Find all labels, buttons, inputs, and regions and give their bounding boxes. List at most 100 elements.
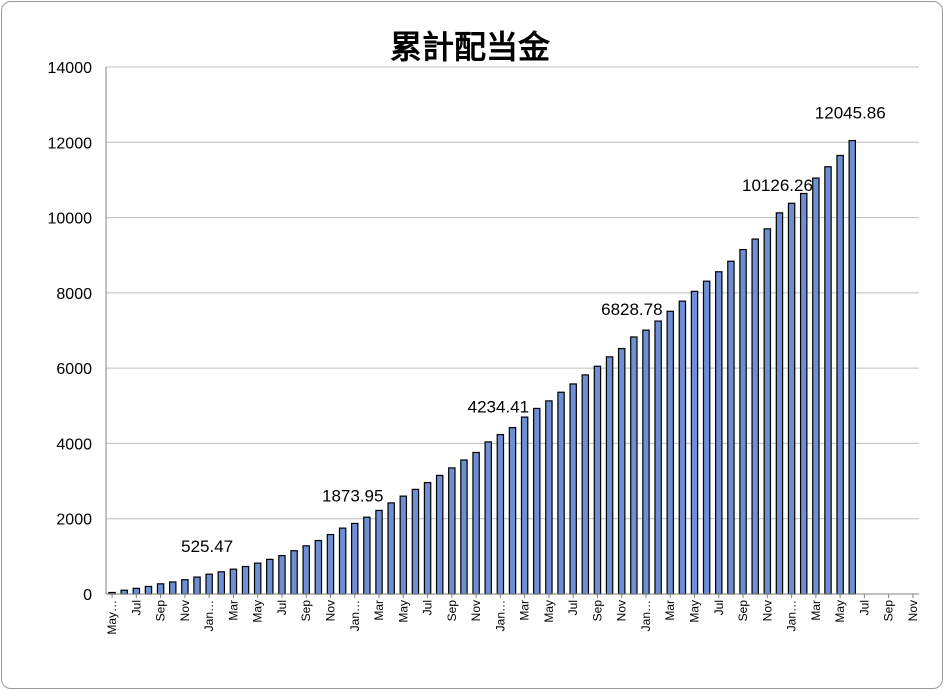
bar [605, 356, 614, 595]
x-tick-label: Nov [760, 600, 774, 621]
y-tick-label: 0 [83, 587, 92, 604]
y-tick-label: 8000 [56, 286, 92, 303]
bar [266, 558, 274, 595]
x-tick-label: Jan… [493, 600, 507, 631]
x-tick-label: Nov [178, 600, 192, 621]
x-tick-label: Sep [882, 600, 896, 622]
x-tick-label: May [396, 600, 410, 623]
bar [278, 555, 286, 595]
bar [654, 320, 662, 595]
bar [326, 533, 335, 595]
bar [569, 383, 577, 595]
x-tick-label: Sep [299, 600, 313, 622]
bar [727, 260, 735, 595]
bar [787, 202, 796, 595]
bar [763, 228, 772, 595]
bar [350, 522, 359, 595]
bar [387, 502, 395, 595]
y-tick-label: 2000 [56, 512, 92, 529]
bar [848, 139, 857, 595]
x-tick-label: Jul [421, 600, 435, 615]
chart-title: 累計配当金 [390, 28, 551, 66]
bar [533, 407, 541, 595]
data-label: 525.47 [181, 537, 233, 556]
x-tick-label: Mar [809, 600, 823, 621]
x-tick-label: Mar [372, 600, 386, 621]
bar [678, 300, 687, 595]
bar [375, 509, 383, 595]
x-tick-label: Sep [736, 600, 750, 622]
x-tick-label: Jul [129, 600, 143, 615]
bar [617, 347, 626, 595]
bar [193, 576, 201, 595]
bar [156, 583, 165, 595]
x-tick-label: May [688, 600, 702, 623]
x-tick-label: May [542, 600, 556, 623]
x-tick-label: Jul [275, 600, 289, 615]
bar [253, 562, 262, 595]
bar [593, 365, 602, 595]
x-axis: May… Jul Sep Nov Jan… Mar May Jul Sep Nov Jan… Mar M… [105, 593, 920, 635]
bar [642, 329, 650, 595]
bar [715, 271, 723, 595]
x-tick-label: May… [105, 600, 119, 635]
x-tick-label: Nov [469, 600, 483, 621]
bar [824, 166, 832, 595]
bar [181, 579, 189, 595]
x-tick-label: Jan… [202, 600, 216, 631]
bar [496, 434, 505, 595]
data-label: 12045.86 [815, 104, 886, 123]
bar [290, 550, 298, 595]
x-tick-label: Mar [663, 600, 677, 621]
bar [314, 539, 323, 595]
x-tick-label: Sep [590, 600, 604, 622]
bar [630, 336, 638, 595]
y-tick-label: 14000 [48, 60, 93, 77]
bar [799, 192, 808, 595]
x-tick-label: May [833, 600, 847, 623]
bar [241, 565, 250, 595]
x-tick-label: Jan… [348, 600, 362, 631]
bar [229, 568, 238, 595]
data-label: 4234.41 [468, 398, 529, 417]
bar [423, 481, 432, 595]
x-tick-label: Sep [445, 600, 459, 622]
bar [520, 416, 529, 595]
bar [338, 527, 347, 595]
bar [812, 177, 820, 595]
data-label: 6828.78 [601, 300, 662, 319]
bar [739, 248, 747, 595]
bars [108, 139, 857, 595]
y-tick-label: 12000 [48, 135, 93, 152]
y-tick-label: 6000 [56, 361, 92, 378]
bar [302, 545, 310, 595]
x-tick-label: Nov [323, 600, 337, 621]
data-labels: 525.47 1873.95 4234.41 6828.78 10126.26 12045… [181, 104, 886, 557]
data-label: 10126.26 [742, 176, 813, 195]
x-tick-label: Sep [154, 600, 168, 622]
bar [217, 571, 226, 595]
y-axis: 0 2000 4000 6000 8000 10000 12000 14000 [48, 60, 107, 604]
bar [460, 459, 468, 595]
x-tick-label: Jul [566, 600, 580, 615]
bar [399, 495, 408, 595]
bar [144, 585, 153, 595]
bar [448, 467, 456, 595]
bar [168, 581, 177, 595]
bar [363, 516, 371, 595]
bar [132, 587, 141, 595]
bar [581, 374, 590, 595]
bar [836, 154, 844, 595]
y-tick-label: 10000 [48, 211, 93, 228]
bar [205, 573, 213, 595]
x-tick-label: Nov [906, 600, 920, 621]
bar [484, 441, 492, 595]
bar [557, 391, 565, 595]
data-label: 1873.95 [322, 486, 383, 505]
bar [411, 488, 420, 595]
x-tick-label: Mar [226, 600, 240, 621]
x-tick-label: Jan… [785, 600, 799, 631]
x-tick-label: Jul [712, 600, 726, 615]
